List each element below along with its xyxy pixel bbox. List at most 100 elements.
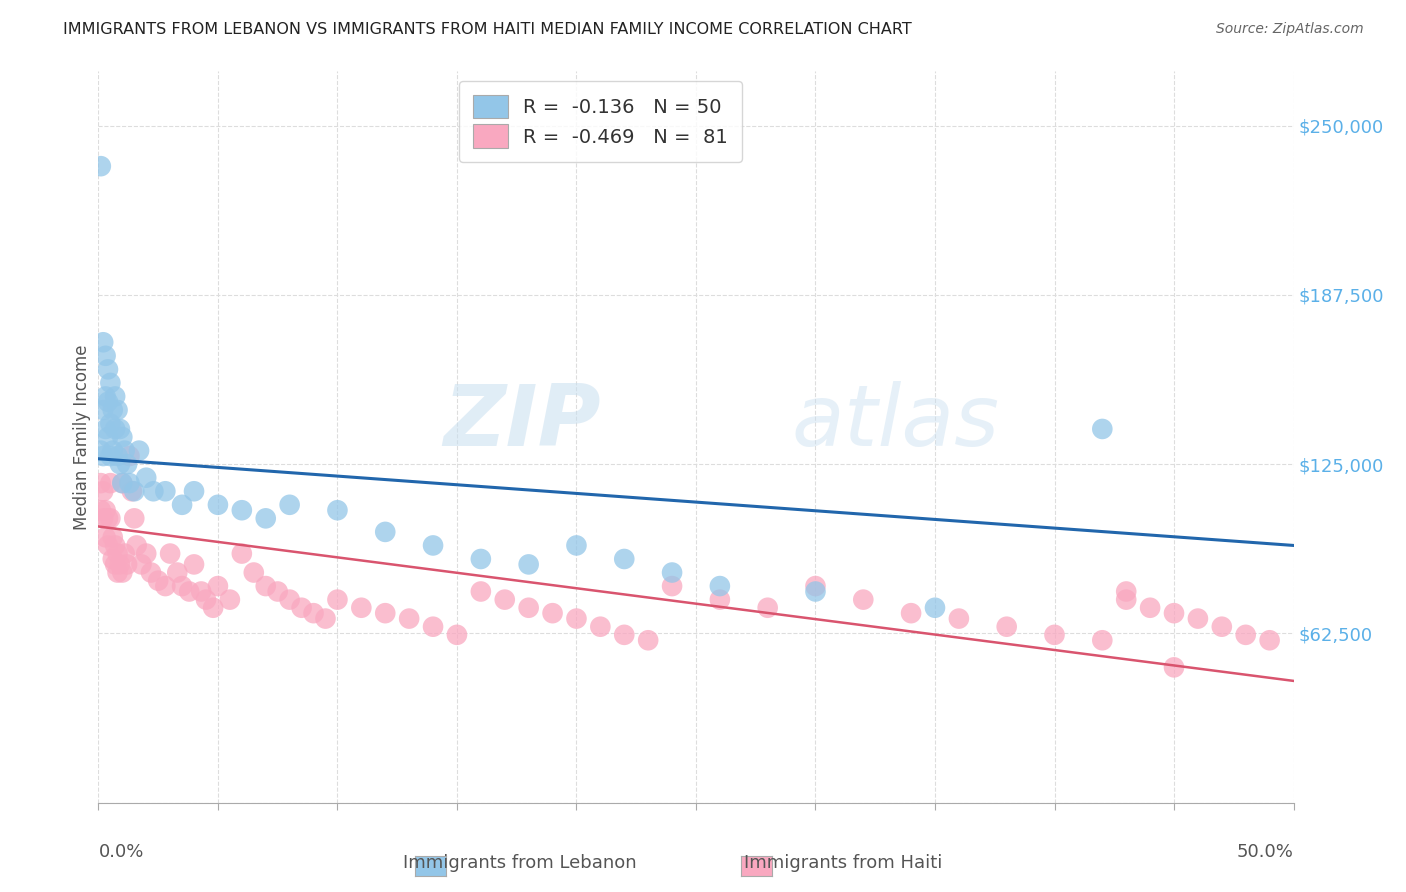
- Point: [1211, 620, 1233, 634]
- Point: [852, 592, 875, 607]
- Text: Source: ZipAtlas.com: Source: ZipAtlas.com: [1216, 22, 1364, 37]
- Point: [97, 511, 120, 525]
- Point: [1139, 600, 1161, 615]
- Point: [1163, 606, 1185, 620]
- Text: atlas: atlas: [792, 381, 1000, 464]
- Point: [804, 584, 827, 599]
- Point: [94, 503, 117, 517]
- Text: ZIP: ZIP: [443, 381, 600, 464]
- Point: [148, 574, 170, 588]
- Point: [254, 579, 277, 593]
- Point: [422, 538, 444, 552]
- Point: [101, 403, 124, 417]
- Point: [104, 538, 127, 552]
- Point: [111, 476, 134, 491]
- Point: [94, 349, 117, 363]
- Point: [107, 566, 129, 580]
- Point: [1234, 628, 1257, 642]
- Point: [101, 530, 124, 544]
- Point: [124, 511, 146, 525]
- Point: [91, 511, 114, 525]
- Point: [541, 606, 564, 620]
- Point: [107, 449, 129, 463]
- Legend: R =  -0.136   N = 50, R =  -0.469   N =  81: R = -0.136 N = 50, R = -0.469 N = 81: [460, 81, 741, 161]
- Point: [291, 600, 314, 615]
- Point: [125, 538, 148, 552]
- Point: [108, 422, 131, 436]
- Point: [517, 600, 540, 615]
- Point: [97, 362, 120, 376]
- Point: [104, 389, 127, 403]
- Point: [470, 584, 492, 599]
- Point: [243, 566, 266, 580]
- Point: [90, 443, 112, 458]
- Point: [278, 498, 301, 512]
- Point: [172, 579, 194, 593]
- Point: [94, 422, 117, 436]
- Y-axis label: Median Family Income: Median Family Income: [73, 344, 91, 530]
- Point: [107, 547, 129, 561]
- Point: [302, 606, 325, 620]
- Point: [1163, 660, 1185, 674]
- Point: [98, 449, 122, 463]
- Point: [1091, 422, 1114, 436]
- Point: [115, 457, 138, 471]
- Point: [114, 547, 136, 561]
- Point: [1187, 611, 1209, 625]
- Point: [135, 547, 157, 561]
- Point: [104, 422, 127, 436]
- Point: [94, 389, 117, 403]
- Point: [637, 633, 659, 648]
- Point: [202, 600, 225, 615]
- Point: [756, 600, 779, 615]
- Point: [661, 566, 683, 580]
- Point: [111, 476, 134, 491]
- Point: [91, 335, 114, 350]
- Point: [709, 579, 731, 593]
- Point: [661, 579, 683, 593]
- Point: [108, 457, 131, 471]
- Point: [124, 484, 146, 499]
- Point: [948, 611, 970, 625]
- Point: [231, 503, 253, 517]
- Point: [172, 498, 194, 512]
- Point: [118, 449, 141, 463]
- Point: [155, 579, 177, 593]
- Point: [135, 471, 157, 485]
- Point: [90, 159, 112, 173]
- Point: [97, 395, 120, 409]
- Point: [183, 558, 205, 572]
- Point: [613, 552, 636, 566]
- Text: 50.0%: 50.0%: [1237, 843, 1294, 861]
- Point: [115, 558, 138, 572]
- Point: [398, 611, 420, 625]
- Point: [254, 511, 277, 525]
- Point: [995, 620, 1018, 634]
- Point: [900, 606, 922, 620]
- Point: [166, 566, 188, 580]
- Point: [326, 503, 349, 517]
- Point: [90, 503, 112, 517]
- Point: [107, 403, 129, 417]
- Point: [1043, 628, 1066, 642]
- Point: [131, 558, 153, 572]
- Point: [1258, 633, 1281, 648]
- Point: [804, 579, 827, 593]
- Point: [91, 484, 114, 499]
- Point: [709, 592, 731, 607]
- Point: [101, 552, 124, 566]
- Point: [190, 584, 212, 599]
- Point: [315, 611, 337, 625]
- Point: [101, 443, 124, 458]
- Point: [278, 592, 301, 607]
- Point: [517, 558, 540, 572]
- Point: [924, 600, 946, 615]
- Point: [111, 566, 134, 580]
- Text: IMMIGRANTS FROM LEBANON VS IMMIGRANTS FROM HAITI MEDIAN FAMILY INCOME CORRELATIO: IMMIGRANTS FROM LEBANON VS IMMIGRANTS FR…: [63, 22, 912, 37]
- Point: [179, 584, 201, 599]
- Point: [98, 417, 122, 431]
- Point: [207, 498, 229, 512]
- Point: [108, 558, 131, 572]
- Point: [183, 484, 205, 499]
- Point: [97, 430, 120, 444]
